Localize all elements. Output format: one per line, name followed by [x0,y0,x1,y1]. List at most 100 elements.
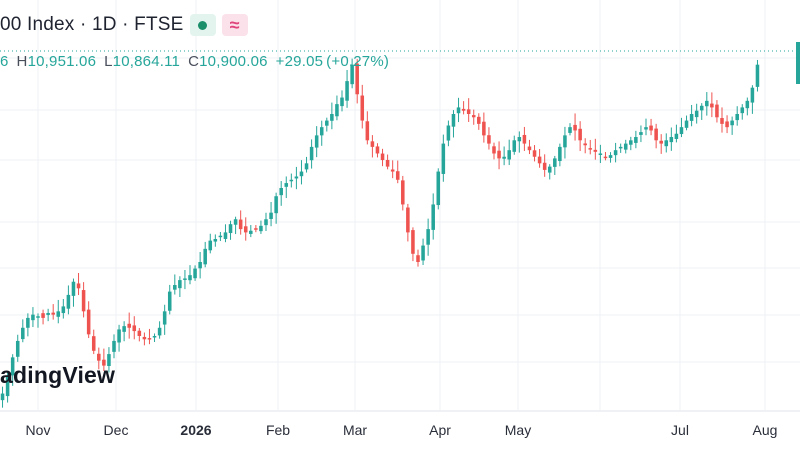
candle-body-121 [613,150,618,156]
candle-body-98 [497,150,501,159]
high-key: H [16,52,28,70]
candle-body-21 [107,354,111,367]
candle-body-37 [188,275,192,281]
candle-body-111 [563,135,567,148]
candle-body-60 [304,163,309,170]
candle-body-42 [213,238,218,242]
candle-body-61 [309,146,314,161]
symbol-title[interactable]: 00 Index · 1D · FTSE [0,14,184,35]
candle-body-147 [745,100,750,109]
candle-body-52 [264,219,268,226]
candle-body-138 [699,105,704,111]
candle-body-88 [446,125,451,141]
candle-body-83 [421,245,425,261]
candle-body-4 [21,327,25,340]
candle-body-100 [507,150,511,160]
candle-body-51 [259,225,263,232]
candle-body-28 [142,336,147,340]
candle-body-12 [61,306,66,314]
candle-body-32 [162,311,167,325]
candle-body-105 [532,150,537,157]
candle-body-142 [720,118,724,124]
candle-body-2 [10,357,15,376]
x-axis-labels: Nov Dec 2026 Feb Mar Apr May Jul Aug [0,422,800,440]
candle-body-20 [102,359,106,366]
symbol-header[interactable]: 00 Index · 1D · FTSE ≈ [0,12,248,38]
candle-body-39 [198,262,202,269]
candle-body-31 [157,327,162,336]
x-tick-label-jul: Jul [671,422,689,438]
candle-body-128 [649,125,653,131]
candle-body-44 [223,232,228,239]
candle-body-49 [249,230,253,234]
indicator-badge[interactable]: ≈ [221,14,248,36]
candle-body-125 [634,137,638,143]
candle-body-97 [492,146,496,154]
candle-body-25 [127,323,131,328]
candle-body-81 [411,230,415,254]
candle-body-115 [583,143,587,146]
candle-body-80 [406,207,410,233]
x-tick-label-2026: 2026 [180,422,212,438]
candle-body-71 [360,95,365,121]
candle-body-15 [76,283,81,289]
candle-body-38 [193,268,197,279]
candle-body-63 [319,127,324,136]
candle-body-116 [588,148,593,150]
high-value: 10,951.06 [27,52,97,70]
candle-body-106 [537,156,542,164]
candle-body-54 [274,196,278,214]
candle-body-135 [684,120,689,128]
candle-body-59 [299,171,304,177]
candle-body-23 [117,329,121,343]
candle-body-82 [416,255,420,262]
candle-body-132 [669,137,674,143]
candle-body-107 [542,162,547,170]
price-scale-marker [796,42,800,84]
candle-body-131 [664,140,669,147]
candle-body-58 [294,176,299,179]
candle-body-53 [269,212,273,219]
candle-body-30 [152,336,157,338]
candle-body-67 [340,97,344,107]
candle-body-56 [284,183,289,187]
candle-body-86 [436,171,441,206]
candle-body-148 [750,87,755,103]
change-value: +29.05 [275,52,324,70]
candle-body-129 [654,128,658,141]
candle-body-104 [527,146,532,151]
candle-body-84 [426,229,430,245]
candle-body-146 [740,107,745,114]
change-percent: (+0.27%) [326,52,390,70]
open-fragment: 6 [0,52,9,70]
candle-body-19 [97,353,101,361]
candle-body-9 [46,312,50,315]
tradingview-watermark: adingView [0,362,116,388]
candle-body-145 [735,114,739,121]
x-tick-label-dec: Dec [103,422,129,438]
candle-body-14 [71,281,76,296]
candle-body-139 [705,100,709,107]
candle-body-95 [482,121,486,136]
candle-body-16 [81,290,86,312]
candle-body-90 [456,107,461,114]
market-open-badge[interactable] [189,14,216,36]
candle-body-24 [122,326,126,332]
candle-body-112 [568,127,572,133]
candle-body-114 [578,128,582,141]
candle-body-18 [91,336,96,351]
candle-body-70 [355,63,359,95]
candle-body-36 [183,278,187,280]
candle-body-73 [370,141,375,147]
x-tick-label-mar: Mar [342,422,368,438]
candle-body-103 [522,134,527,144]
x-tick-label-nov: Nov [25,422,51,438]
candle-body-76 [385,159,390,167]
candle-body-75 [380,153,385,161]
candle-body-120 [608,155,613,158]
ohlc-readout: 6 H 10,951.06 L 10,864.11 C 10,900.06 +2… [0,50,392,72]
candle-body-94 [477,116,481,124]
candle-body-1 [5,375,10,397]
candle-body-35 [178,280,182,289]
